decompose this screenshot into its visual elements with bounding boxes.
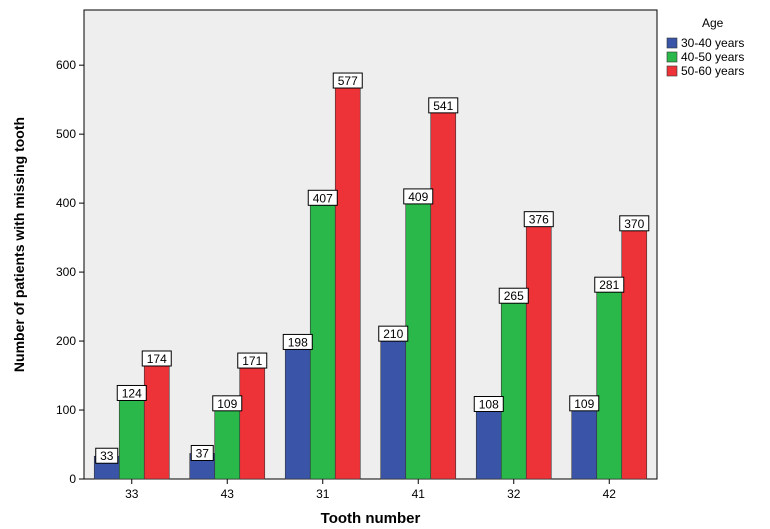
data-label-box xyxy=(569,395,600,412)
bar-40-50-years-33 xyxy=(118,393,145,480)
data-label: 370 xyxy=(624,217,644,231)
bar-50-60-years-31 xyxy=(334,80,361,480)
x-tick-label: 32 xyxy=(507,487,521,501)
data-label-box xyxy=(212,395,243,412)
data-label-box xyxy=(332,72,363,89)
data-label: 109 xyxy=(574,397,594,411)
data-label: 409 xyxy=(408,190,428,204)
x-tick-label: 41 xyxy=(412,487,426,501)
data-label-box xyxy=(116,384,147,401)
bar-30-40-years-31 xyxy=(284,342,311,480)
bar-50-60-years-32 xyxy=(525,219,552,480)
data-label: 108 xyxy=(479,398,499,412)
y-axis-title: Number of patients with missing tooth xyxy=(11,117,27,372)
bar-50-60-years-41 xyxy=(430,105,457,480)
data-label-box xyxy=(403,188,434,205)
data-label-box xyxy=(473,396,504,413)
data-label-box xyxy=(378,325,409,342)
legend-swatch xyxy=(666,65,678,77)
data-label-box xyxy=(95,447,119,464)
bar-40-50-years-41 xyxy=(405,196,432,480)
data-label-box xyxy=(428,97,459,114)
legend-title: Age xyxy=(702,16,724,30)
data-label: 198 xyxy=(288,335,308,349)
data-label-box xyxy=(237,352,268,369)
legend-swatch xyxy=(666,37,678,49)
y-tick-label: 0 xyxy=(69,472,76,486)
bar-series-group xyxy=(93,80,648,480)
x-tick-label: 33 xyxy=(125,487,139,501)
bar-40-50-years-42 xyxy=(596,284,623,480)
data-label-box xyxy=(307,189,338,206)
x-axis: 33 43 31 41 32 42 xyxy=(125,479,616,501)
plot-area xyxy=(83,9,658,480)
legend-label: 30-40 years xyxy=(681,36,744,50)
data-label: 376 xyxy=(529,213,549,227)
y-tick-label: 400 xyxy=(56,196,76,210)
y-tick-label: 500 xyxy=(56,127,76,141)
data-label: 174 xyxy=(147,352,167,366)
data-label: 171 xyxy=(242,354,262,368)
y-axis: 0 100 200 300 400 500 600 xyxy=(56,58,84,486)
bar-50-60-years-33 xyxy=(143,358,170,480)
data-label-box xyxy=(523,211,554,228)
data-label-box xyxy=(594,276,625,293)
y-tick-label: 600 xyxy=(56,58,76,72)
bar-30-40-years-41 xyxy=(380,333,407,480)
legend-label: 40-50 years xyxy=(681,50,744,64)
legend-swatch xyxy=(666,51,678,63)
data-label: 210 xyxy=(383,327,403,341)
y-tick-label: 200 xyxy=(56,334,76,348)
data-label: 265 xyxy=(504,289,524,303)
bar-40-50-years-32 xyxy=(500,295,527,480)
data-label: 37 xyxy=(196,446,210,460)
data-label: 281 xyxy=(599,278,619,292)
data-label-box xyxy=(619,215,650,232)
x-tick-label: 43 xyxy=(221,487,235,501)
data-label-box xyxy=(141,350,172,367)
x-tick-label: 42 xyxy=(603,487,617,501)
data-label-box xyxy=(190,444,214,461)
data-label: 33 xyxy=(100,449,114,463)
data-label: 541 xyxy=(433,99,453,113)
y-tick-label: 100 xyxy=(56,403,76,417)
x-tick-label: 31 xyxy=(316,487,330,501)
data-label-box xyxy=(282,333,313,350)
y-tick-label: 300 xyxy=(56,265,76,279)
bar-30-40-years-42 xyxy=(571,403,598,480)
bar-30-40-years-32 xyxy=(475,404,502,480)
data-label-box xyxy=(498,287,529,304)
bar-40-50-years-31 xyxy=(309,197,336,480)
data-label: 109 xyxy=(217,397,237,411)
data-label: 124 xyxy=(122,386,142,400)
data-label: 407 xyxy=(313,191,333,205)
bar-40-50-years-43 xyxy=(214,403,241,480)
x-axis-title: Tooth number xyxy=(321,510,421,527)
bar-50-60-years-43 xyxy=(239,360,266,480)
data-label: 577 xyxy=(338,74,358,88)
legend-label: 50-60 years xyxy=(681,64,744,78)
data-labels-group: 33 124 174 37 109 171 198 407 577 210 409 541 108 265… xyxy=(95,72,650,464)
bar-50-60-years-42 xyxy=(621,223,648,480)
